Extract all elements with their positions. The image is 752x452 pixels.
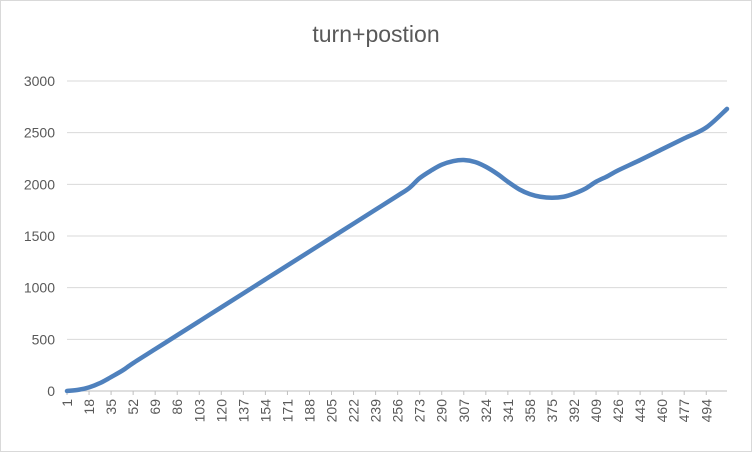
x-tick-label: 290: [434, 399, 450, 423]
x-tick-label: 239: [368, 399, 384, 423]
x-tick-label: 443: [632, 399, 648, 423]
x-tick-label: 307: [456, 399, 472, 423]
x-tick-label: 477: [676, 399, 692, 423]
y-tick-label: 1000: [24, 280, 55, 296]
y-tick-label: 1500: [24, 228, 55, 244]
x-tick-label: 409: [588, 399, 604, 423]
y-tick-label: 500: [32, 331, 56, 347]
x-tick-label: 358: [522, 399, 538, 423]
x-tick-label: 324: [478, 399, 494, 423]
x-tick-label: 341: [500, 399, 516, 423]
x-tick-label: 137: [235, 399, 251, 423]
x-tick-label: 256: [390, 399, 406, 423]
x-tick-label: 171: [279, 399, 295, 423]
y-tick-label: 0: [47, 383, 55, 399]
x-tick-label: 392: [566, 399, 582, 423]
y-tick-label: 3000: [24, 73, 55, 89]
y-tick-label: 2500: [24, 125, 55, 141]
x-tick-label: 86: [169, 399, 185, 415]
x-tick-label: 426: [610, 399, 626, 423]
x-tick-label: 103: [191, 399, 207, 423]
y-tick-label: 2000: [24, 176, 55, 192]
chart-title: turn+postion: [312, 21, 440, 47]
x-tick-label: 205: [324, 399, 340, 423]
x-tick-label: 52: [125, 399, 141, 415]
series-line: [64, 106, 730, 394]
x-tick-label: 120: [213, 399, 229, 423]
x-tick-label: 273: [412, 399, 428, 423]
x-tick-label: 1: [59, 399, 75, 407]
x-tick-label: 188: [301, 399, 317, 423]
x-tick-label: 154: [257, 399, 273, 423]
x-tick-label: 460: [654, 399, 670, 423]
x-tick-label: 375: [544, 399, 560, 423]
x-tick-label: 222: [346, 399, 362, 423]
x-tick-label: 18: [81, 399, 97, 415]
x-tick-label: 35: [103, 399, 119, 415]
x-tick-label: 494: [698, 399, 714, 423]
x-tick-label: 69: [147, 399, 163, 415]
